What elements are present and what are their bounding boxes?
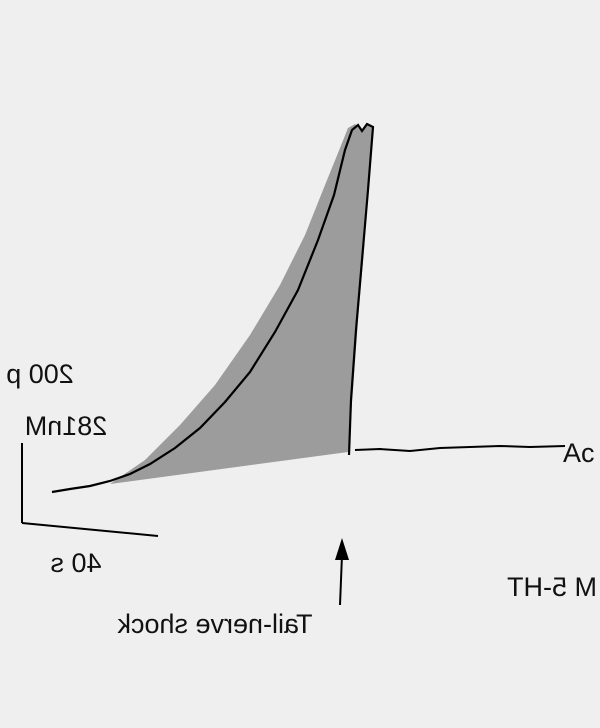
current-scale-label: 200 p: [6, 359, 74, 389]
trace-label: Ac: [563, 438, 595, 468]
arrow-head: [335, 538, 349, 560]
response-trace: [51, 122, 375, 494]
drug-label: M 5-HT: [507, 572, 597, 602]
time-scale-label: 40 s: [50, 548, 101, 578]
arrow-shaft: [339, 554, 343, 606]
stimulus-label: Tail-nerve shock: [117, 609, 313, 639]
concentration-scale-label: 281nM: [25, 411, 108, 441]
baseline-trace: [354, 444, 566, 453]
shaded-area: [110, 124, 372, 484]
horizontal-scale-bar: [21, 522, 159, 537]
